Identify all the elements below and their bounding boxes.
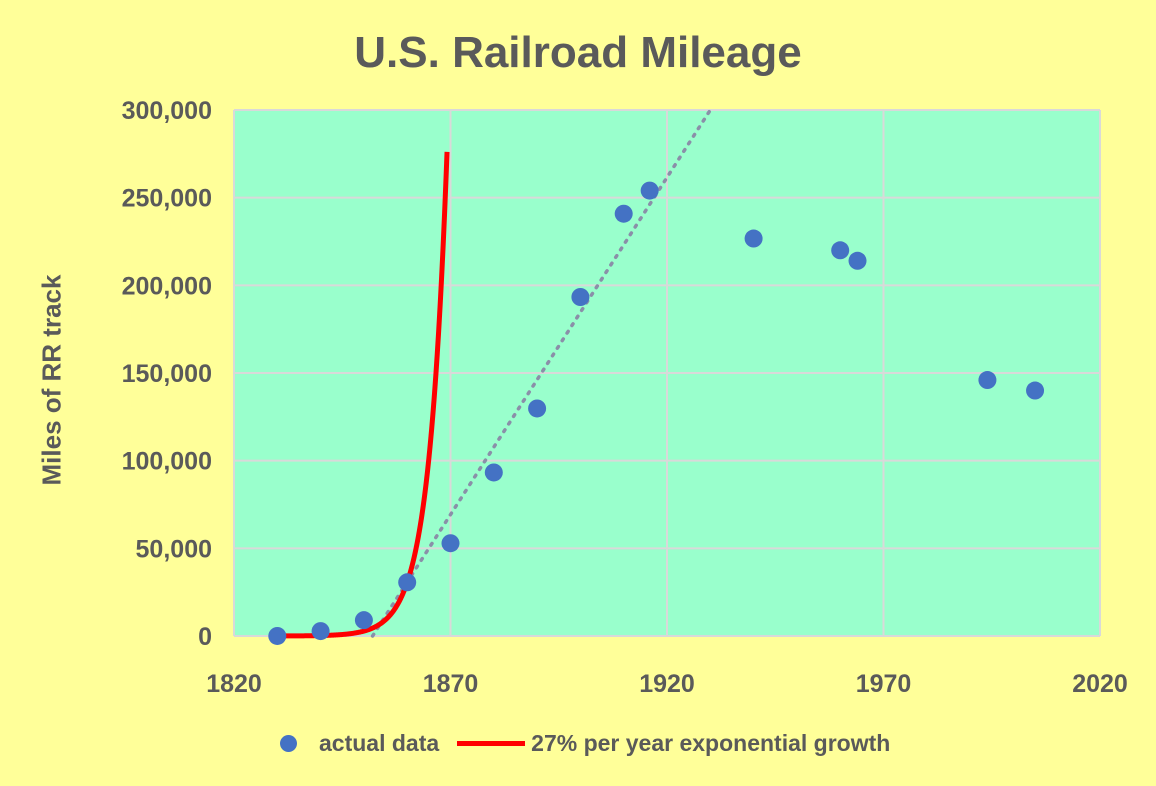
y-tick-label: 100,000 bbox=[122, 448, 212, 476]
data-marks bbox=[268, 108, 1045, 645]
data-point bbox=[1026, 381, 1045, 400]
legend-label-exponential-growth: 27% per year exponential growth bbox=[531, 730, 891, 756]
data-point bbox=[441, 534, 460, 553]
legend-marker-actual-data bbox=[280, 735, 297, 752]
chart-title: U.S. Railroad Mileage bbox=[354, 28, 802, 77]
y-tick-label: 300,000 bbox=[122, 97, 212, 125]
y-tick-label: 150,000 bbox=[122, 360, 212, 388]
x-tick-label: 1870 bbox=[423, 670, 479, 698]
y-tick-label: 200,000 bbox=[122, 272, 212, 300]
data-point bbox=[848, 251, 867, 270]
legend-marker-exponential-growth bbox=[457, 741, 526, 746]
legend-label-actual-data: actual data bbox=[319, 730, 440, 756]
data-point bbox=[268, 626, 287, 645]
data-point bbox=[571, 288, 590, 306]
data-point bbox=[484, 463, 503, 482]
data-point bbox=[398, 573, 417, 592]
data-point bbox=[528, 399, 547, 418]
exponential-growth-line bbox=[275, 151, 450, 639]
y-tick-label: 0 bbox=[198, 623, 212, 651]
data-point bbox=[311, 622, 330, 641]
y-tick-label: 50,000 bbox=[136, 535, 212, 563]
y-tick-labels: 0 50,000 100,000 150,000 200,000 250,000 300,0… bbox=[122, 97, 212, 651]
gridlines bbox=[233, 109, 1101, 637]
data-point bbox=[831, 241, 850, 260]
x-tick-label: 2020 bbox=[1072, 670, 1128, 698]
data-point bbox=[614, 204, 633, 223]
x-tick-label: 1920 bbox=[639, 670, 695, 698]
x-tick-label: 1820 bbox=[206, 670, 262, 698]
data-point bbox=[640, 181, 659, 200]
data-point bbox=[744, 229, 763, 248]
data-point bbox=[354, 611, 373, 630]
data-point bbox=[978, 371, 997, 390]
legend: actual data 27% per year exponential gro… bbox=[280, 730, 890, 757]
x-tick-label: 1970 bbox=[856, 670, 912, 698]
x-tick-labels: 1820 1870 1920 1970 2020 bbox=[206, 670, 1128, 698]
y-tick-label: 250,000 bbox=[122, 185, 212, 213]
